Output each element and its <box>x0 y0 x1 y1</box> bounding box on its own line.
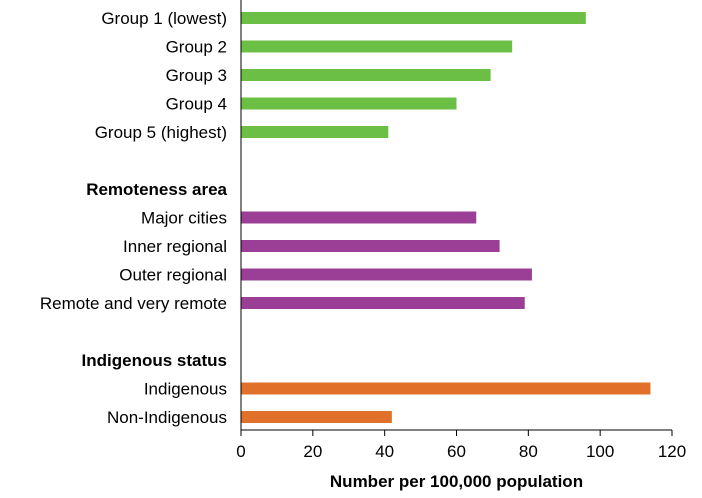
category-label: Group 2 <box>166 38 227 57</box>
category-label: Inner regional <box>123 237 227 256</box>
bar <box>241 382 651 395</box>
bar <box>241 411 392 423</box>
x-tick-label: 0 <box>236 442 245 461</box>
category-label: Remote and very remote <box>40 294 227 313</box>
category-label: Group 4 <box>166 95 227 114</box>
x-tick-label: 40 <box>375 442 394 461</box>
bar <box>241 297 525 309</box>
x-tick-label: 80 <box>519 442 538 461</box>
category-label: Indigenous <box>144 380 227 399</box>
group-heading: Indigenous status <box>82 351 227 370</box>
bar <box>241 12 586 24</box>
category-label: Group 1 (lowest) <box>101 9 227 28</box>
x-axis: 0 20 40 60 80 100 120 <box>236 0 686 461</box>
x-tick-label: 120 <box>658 442 686 461</box>
bar <box>241 268 532 281</box>
category-label: Group 3 <box>166 66 227 85</box>
x-axis-title: Number per 100,000 population <box>330 472 583 491</box>
x-tick-label: 100 <box>586 442 614 461</box>
bar <box>241 211 477 224</box>
x-tick-label: 20 <box>303 442 322 461</box>
rows-layer: Group 1 (lowest) Group 2 Group 3 Group 4 Gro… <box>40 9 651 427</box>
bar <box>241 240 500 252</box>
x-tick-label: 60 <box>447 442 466 461</box>
category-label: Major cities <box>141 209 227 228</box>
bar <box>241 97 457 110</box>
category-label: Group 5 (highest) <box>95 123 227 142</box>
group-heading: Remoteness area <box>86 180 227 199</box>
bar <box>241 126 389 138</box>
category-label: Non-Indigenous <box>107 408 227 427</box>
category-label: Outer regional <box>119 266 227 285</box>
bar <box>241 69 491 81</box>
bar <box>241 40 513 53</box>
